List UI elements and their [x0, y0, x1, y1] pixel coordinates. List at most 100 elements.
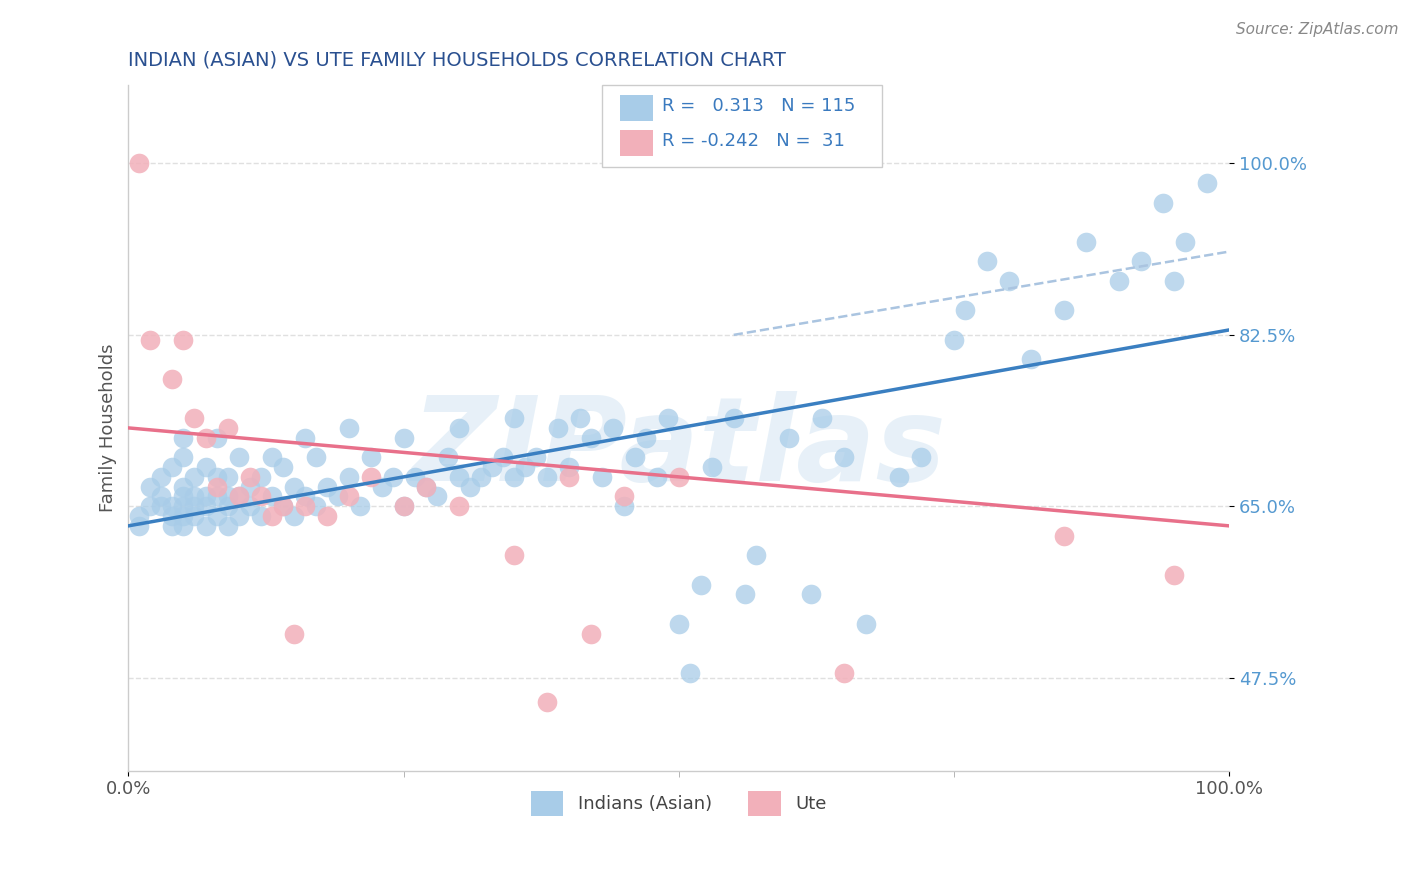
Point	[404, 470, 426, 484]
Point	[502, 411, 524, 425]
Point	[228, 509, 250, 524]
Point	[173, 519, 195, 533]
Point	[1053, 528, 1076, 542]
Point	[557, 460, 579, 475]
Point	[294, 431, 316, 445]
Point	[360, 470, 382, 484]
Point	[447, 470, 470, 484]
Point	[283, 480, 305, 494]
Point	[415, 480, 437, 494]
Point	[855, 616, 877, 631]
Point	[228, 490, 250, 504]
Point	[128, 509, 150, 524]
Point	[1163, 567, 1185, 582]
Point	[668, 470, 690, 484]
Text: R =   0.313   N = 115: R = 0.313 N = 115	[662, 97, 856, 115]
Point	[910, 450, 932, 465]
Point	[271, 460, 294, 475]
Point	[194, 460, 217, 475]
Point	[139, 500, 162, 514]
Point	[887, 470, 910, 484]
Point	[536, 695, 558, 709]
Point	[139, 333, 162, 347]
Point	[337, 490, 360, 504]
Point	[668, 616, 690, 631]
Point	[547, 421, 569, 435]
Point	[557, 470, 579, 484]
Legend: Indians (Asian), Ute: Indians (Asian), Ute	[523, 783, 834, 823]
Point	[470, 470, 492, 484]
Point	[205, 431, 228, 445]
Point	[392, 431, 415, 445]
Point	[734, 587, 756, 601]
Point	[205, 509, 228, 524]
Point	[415, 480, 437, 494]
Point	[249, 509, 271, 524]
Point	[260, 450, 283, 465]
Point	[139, 480, 162, 494]
Point	[679, 665, 702, 680]
Point	[173, 500, 195, 514]
Point	[1053, 303, 1076, 318]
Point	[513, 460, 536, 475]
Point	[294, 490, 316, 504]
Point	[832, 665, 855, 680]
Point	[249, 470, 271, 484]
Point	[689, 577, 711, 591]
Point	[228, 490, 250, 504]
Point	[304, 450, 326, 465]
Point	[700, 460, 723, 475]
Point	[458, 480, 481, 494]
Point	[217, 519, 239, 533]
Point	[436, 450, 458, 465]
Point	[173, 450, 195, 465]
Point	[183, 500, 205, 514]
Point	[536, 470, 558, 484]
Point	[205, 470, 228, 484]
Point	[381, 470, 404, 484]
Point	[800, 587, 823, 601]
Text: ZIPatlas: ZIPatlas	[412, 391, 946, 506]
Point	[1019, 352, 1042, 367]
Point	[579, 626, 602, 640]
Point	[1195, 176, 1218, 190]
Point	[194, 490, 217, 504]
Point	[162, 372, 184, 386]
Point	[238, 500, 260, 514]
Text: INDIAN (ASIAN) VS UTE FAMILY HOUSEHOLDS CORRELATION CHART: INDIAN (ASIAN) VS UTE FAMILY HOUSEHOLDS …	[128, 51, 786, 70]
Point	[183, 470, 205, 484]
Point	[976, 254, 998, 268]
Point	[502, 548, 524, 562]
Point	[162, 500, 184, 514]
Point	[1129, 254, 1152, 268]
Point	[1152, 195, 1174, 210]
Point	[447, 421, 470, 435]
Point	[723, 842, 745, 856]
Text: R = -0.242   N =  31: R = -0.242 N = 31	[662, 132, 845, 150]
Point	[579, 431, 602, 445]
Point	[173, 333, 195, 347]
Point	[260, 509, 283, 524]
Point	[634, 431, 657, 445]
Point	[315, 480, 337, 494]
Point	[392, 500, 415, 514]
Point	[370, 480, 392, 494]
Text: Source: ZipAtlas.com: Source: ZipAtlas.com	[1236, 22, 1399, 37]
Point	[217, 470, 239, 484]
Point	[623, 450, 645, 465]
Point	[194, 519, 217, 533]
Point	[832, 450, 855, 465]
Point	[283, 626, 305, 640]
Point	[173, 480, 195, 494]
Point	[173, 509, 195, 524]
Point	[228, 450, 250, 465]
Point	[447, 500, 470, 514]
FancyBboxPatch shape	[602, 85, 883, 168]
Point	[481, 460, 503, 475]
Point	[645, 470, 668, 484]
Point	[217, 421, 239, 435]
Point	[326, 490, 349, 504]
Point	[162, 509, 184, 524]
Point	[183, 411, 205, 425]
Point	[723, 411, 745, 425]
